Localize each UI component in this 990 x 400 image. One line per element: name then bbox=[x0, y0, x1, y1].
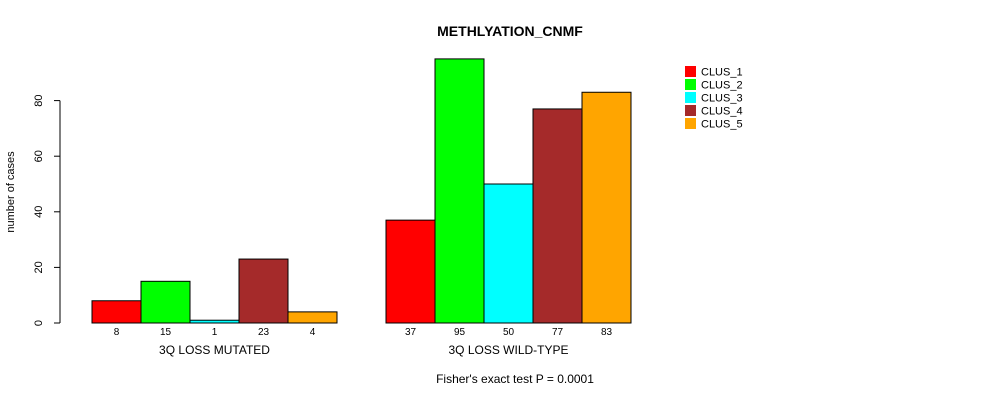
bar-value-label: 8 bbox=[114, 327, 120, 338]
bar-value-label: 15 bbox=[160, 327, 172, 338]
bar-value-label: 83 bbox=[601, 327, 613, 338]
group-label: 3Q LOSS MUTATED bbox=[159, 343, 270, 357]
bar-clus3-group2 bbox=[483, 183, 534, 324]
bar-clus2-group2 bbox=[434, 58, 485, 324]
bar-clus4-group2 bbox=[532, 108, 583, 324]
y-tick-label: 40 bbox=[33, 206, 45, 218]
bar-value-label: 23 bbox=[258, 327, 270, 338]
bar-clus3-group1 bbox=[189, 319, 240, 324]
bar-clus5-group2 bbox=[581, 91, 632, 324]
y-tick-label: 60 bbox=[33, 150, 45, 162]
legend-swatch bbox=[685, 79, 696, 90]
legend-label: CLUS_4 bbox=[701, 106, 743, 118]
footnote: Fisher's exact test P = 0.0001 bbox=[436, 372, 594, 386]
y-tick-label: 0 bbox=[33, 320, 45, 326]
bar-clus5-group1 bbox=[287, 311, 338, 324]
legend-label: CLUS_2 bbox=[701, 80, 743, 92]
legend-label: CLUS_5 bbox=[701, 119, 743, 131]
legend-swatch bbox=[685, 66, 696, 77]
y-axis-label: number of cases bbox=[5, 151, 17, 233]
bar-clus1-group1 bbox=[91, 300, 142, 324]
group-label: 3Q LOSS WILD-TYPE bbox=[448, 343, 568, 357]
bar-value-label: 1 bbox=[212, 327, 218, 338]
chart-title: METHLYATION_CNMF bbox=[437, 23, 583, 39]
group-labels: 3Q LOSS MUTATED 3Q LOSS WILD-TYPE bbox=[159, 343, 568, 357]
legend-swatch bbox=[685, 105, 696, 116]
legend-swatch bbox=[685, 118, 696, 129]
bar-value-labels: 8 15 1 23 4 37 95 50 77 83 bbox=[114, 327, 613, 338]
bar-clus4-group1 bbox=[238, 258, 289, 324]
legend-label: CLUS_3 bbox=[701, 93, 743, 105]
bar-value-label: 4 bbox=[310, 327, 316, 338]
bar-clus1-group2 bbox=[385, 219, 436, 324]
bar-value-label: 95 bbox=[454, 327, 466, 338]
y-tick-label: 20 bbox=[33, 261, 45, 273]
bar-value-label: 77 bbox=[552, 327, 564, 338]
y-tick-label: 80 bbox=[33, 94, 45, 106]
bar-clus2-group1 bbox=[140, 280, 191, 324]
bar-value-label: 50 bbox=[503, 327, 515, 338]
legend-label: CLUS_1 bbox=[701, 67, 743, 79]
bars bbox=[91, 58, 632, 324]
bar-value-label: 37 bbox=[405, 327, 417, 338]
y-axis: 0 20 40 60 80 bbox=[33, 94, 61, 326]
legend-swatch bbox=[685, 92, 696, 103]
